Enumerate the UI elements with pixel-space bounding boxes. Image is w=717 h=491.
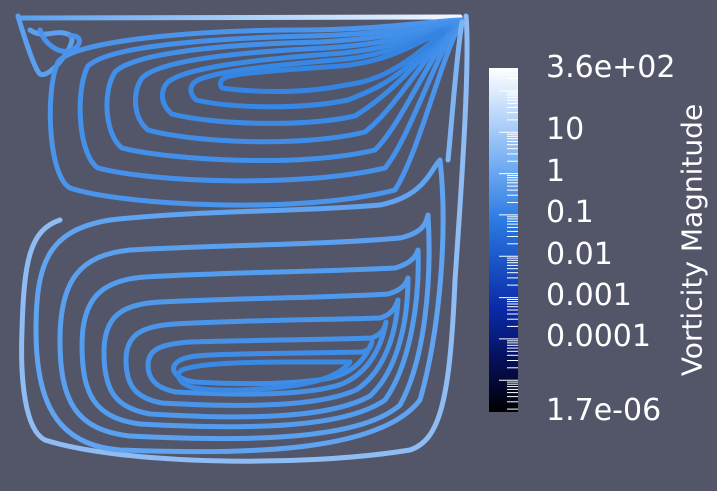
lower-vortex-streamline [57, 212, 432, 442]
lower-vortex-streamline [33, 157, 446, 455]
lower-vortex-streamline [176, 359, 353, 393]
legend-min-label: 1.7e-06 [546, 393, 662, 428]
outer-boundary-streamline [19, 13, 470, 464]
upper-vortex-streamline [217, 29, 446, 94]
legend-max-label: 3.6e+02 [546, 50, 676, 85]
legend-tick-label: 0.001 [546, 278, 632, 313]
outer-streamline [15, 13, 75, 77]
upper-vortex-streamline [188, 27, 449, 110]
upper-vortex-streamline [160, 25, 452, 126]
upper-vortex-streamline [104, 21, 458, 164]
legend-title: Vorticity Magnitude [675, 103, 709, 377]
lower-vortex-streamline [145, 319, 389, 397]
corner-vortex-streamline [37, 27, 82, 54]
lower-vortex-streamline [101, 275, 411, 420]
lower-vortex-streamline [79, 247, 421, 430]
legend-tick-label: 0.0001 [546, 319, 651, 354]
upper-vortex-streamline [133, 23, 455, 145]
right-wall-streamline [445, 19, 465, 163]
legend-tick-label: 0.1 [546, 195, 594, 230]
upper-vortex-streamline [77, 19, 461, 184]
legend-tick-label: 1 [546, 154, 566, 189]
legend-tick-label: 10 [546, 112, 585, 147]
lid-streamline [17, 14, 463, 21]
color-legend-bar [489, 68, 518, 412]
upper-vortex-streamline [47, 17, 465, 208]
lower-vortex-streamline [123, 297, 401, 408]
legend-tick-label: 0.01 [546, 237, 613, 272]
